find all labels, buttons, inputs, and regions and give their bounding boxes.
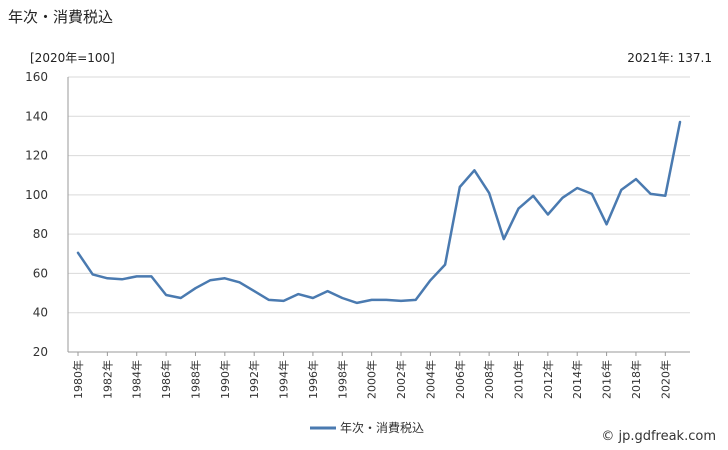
y-tick-label: 40: [33, 306, 48, 320]
y-tick-label: 140: [25, 109, 48, 123]
series-line: [76, 120, 682, 305]
x-tick-label: 1984年: [130, 360, 144, 399]
y-tick-label: 60: [33, 266, 48, 280]
y-unit-label: [2020年=100]: [30, 51, 115, 65]
y-tick-label: 80: [33, 227, 48, 241]
x-tick-label: 2004年: [423, 360, 437, 399]
x-tick-label: 2014年: [570, 360, 584, 399]
x-tick-label: 2012年: [541, 360, 555, 399]
source-credit: © jp.gdfreak.com: [601, 429, 716, 444]
x-tick-label: 2016年: [600, 360, 614, 399]
x-axis-ticks: 1980年 1982年 1984年 1986年 1988年 1990年 1992年 1994年…: [71, 352, 672, 399]
x-tick-label: 1986年: [159, 360, 173, 399]
x-tick-label: 2018年: [629, 360, 643, 399]
chart-title: 年次・消費税込: [8, 8, 114, 26]
x-tick-label: 1996年: [306, 360, 320, 399]
x-tick-label: 1994年: [277, 360, 291, 399]
x-tick-label: 2002年: [394, 360, 408, 399]
x-tick-label: 1982年: [100, 360, 114, 399]
x-tick-label: 1990年: [218, 360, 232, 399]
x-tick-label: 1980年: [71, 360, 85, 399]
series-group: [76, 120, 682, 305]
x-tick-label: 2020年: [658, 360, 672, 399]
x-tick-label: 2010年: [511, 360, 525, 399]
y-tick-label: 20: [33, 345, 48, 359]
x-tick-label: 2008年: [482, 360, 496, 399]
x-tick-label: 1998年: [335, 360, 349, 399]
y-tick-label: 100: [25, 188, 48, 202]
x-tick-label: 2006年: [453, 360, 467, 399]
x-tick-label: 2000年: [365, 360, 379, 399]
y-tick-label: 120: [25, 149, 48, 163]
y-axis-ticks: 20 40 60 80 100 120 140 160: [25, 70, 48, 359]
grid-lines: [67, 76, 690, 353]
legend-label: 年次・消費税込: [340, 420, 424, 435]
legend: 年次・消費税込: [310, 420, 424, 435]
x-tick-label: 1992年: [247, 360, 261, 399]
y-tick-label: 160: [25, 70, 48, 84]
x-tick-label: 1988年: [188, 360, 202, 399]
latest-value-label: 2021年: 137.1: [627, 51, 712, 65]
